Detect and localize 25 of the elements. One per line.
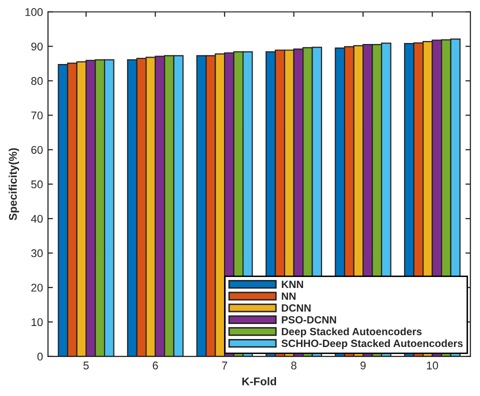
y-tick-label: 30 <box>31 249 43 258</box>
x-tick-label: 5 <box>83 362 89 370</box>
legend-label: DCNN <box>282 304 311 312</box>
y-tick-label: 70 <box>31 112 43 120</box>
y-tick-label: 80 <box>31 77 43 85</box>
legend-label: PSO-DCNN <box>282 316 336 324</box>
y-tick-label: 90 <box>31 42 43 50</box>
x-tick-label: 8 <box>291 362 296 370</box>
y-tick-label: 20 <box>31 284 43 292</box>
x-axis-title: K-Fold <box>242 377 276 386</box>
x-tick-label: 6 <box>152 362 158 370</box>
y-tick-label: 100 <box>25 8 43 16</box>
y-axis-title: Specificity(%) <box>8 148 20 220</box>
y-tick-label: 10 <box>32 318 43 326</box>
x-tick-label: 9 <box>360 362 366 370</box>
legend-label: NN <box>282 292 296 300</box>
y-tick-label: 40 <box>31 214 43 223</box>
legend-label: KNN <box>282 280 304 288</box>
legend-label: Deep Stacked Autoencoders <box>282 328 422 338</box>
x-tick-label: 7 <box>222 362 228 370</box>
legend-label: SCHHO-Deep Stacked Autoencoders <box>281 339 463 350</box>
y-tick-label: 50 <box>31 180 43 188</box>
y-tick-label: 60 <box>31 146 43 154</box>
x-tick-label: 10 <box>426 362 438 370</box>
y-tick-label: 0 <box>37 352 43 361</box>
